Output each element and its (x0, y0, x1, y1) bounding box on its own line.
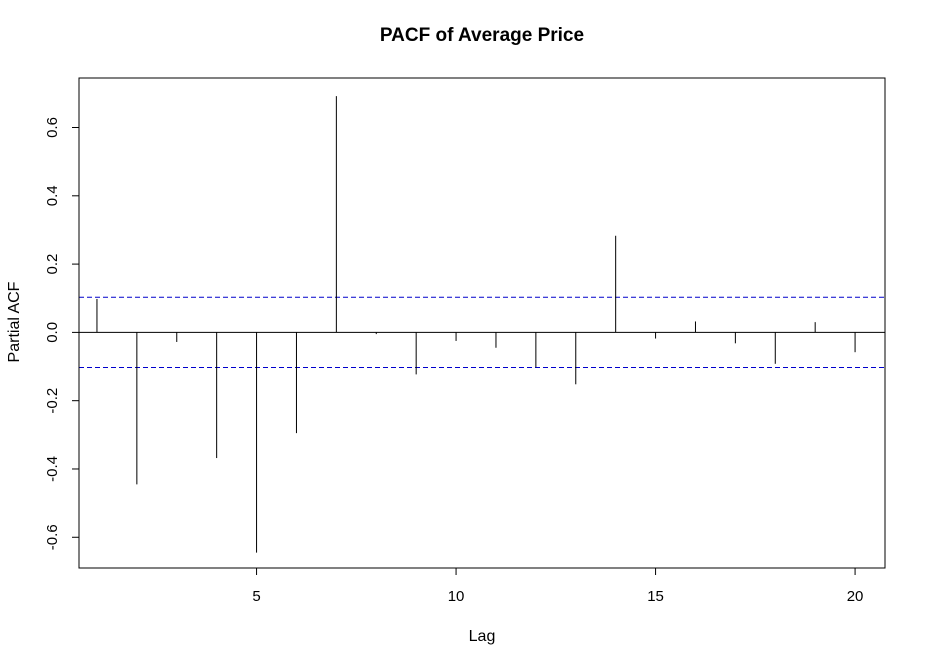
y-tick-label: -0.2 (44, 388, 61, 414)
y-tick-label: 0.2 (44, 254, 61, 275)
y-axis-label: Partial ACF (6, 281, 23, 362)
plot-frame (78, 77, 886, 569)
y-tick-label: -0.4 (44, 456, 61, 482)
y-tick-label: 0.4 (44, 185, 61, 206)
chart-title: PACF of Average Price (380, 25, 584, 46)
x-axis-label: Lag (469, 628, 496, 645)
x-tick-label: 15 (647, 588, 664, 605)
x-tick-label: 5 (252, 588, 260, 605)
x-tick-label: 10 (448, 588, 465, 605)
y-tick-label: -0.6 (44, 524, 61, 550)
y-tick-label: 0.6 (44, 117, 61, 138)
y-tick-label: 0.0 (44, 322, 61, 343)
plot-area: 5 10 15 20 -0.6 -0.4 -0.2 0.0 0.2 0.4 0.6 (44, 77, 886, 605)
x-tick-label: 20 (847, 588, 864, 605)
